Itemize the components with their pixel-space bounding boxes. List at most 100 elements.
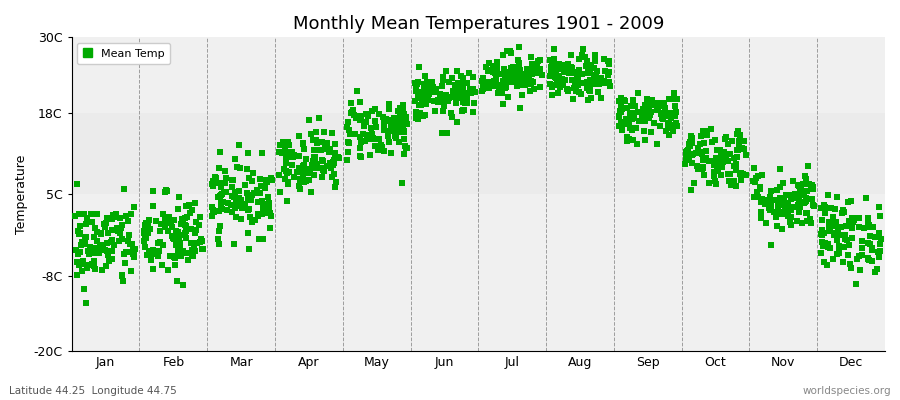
Point	[704, 126, 718, 132]
Point	[690, 166, 705, 172]
Point	[561, 88, 575, 94]
Point	[657, 100, 671, 107]
Point	[790, 202, 805, 208]
Point	[547, 61, 562, 67]
Point	[521, 80, 535, 87]
Point	[318, 145, 332, 152]
Point	[497, 66, 511, 72]
Point	[716, 159, 730, 165]
Point	[792, 185, 806, 191]
Point	[354, 154, 368, 160]
Point	[489, 76, 503, 82]
Point	[397, 111, 411, 118]
Point	[637, 106, 652, 112]
Point	[372, 136, 386, 142]
Point	[738, 172, 752, 178]
Point	[299, 178, 313, 184]
Point	[346, 110, 360, 116]
Point	[548, 66, 562, 73]
Point	[409, 82, 423, 89]
Point	[448, 88, 463, 94]
Point	[656, 111, 670, 117]
Point	[624, 103, 638, 109]
Point	[491, 90, 506, 96]
Point	[168, 255, 183, 261]
Point	[72, 262, 86, 269]
Point	[561, 61, 575, 68]
Point	[90, 229, 104, 236]
Point	[446, 89, 461, 95]
Point	[411, 64, 426, 70]
Point	[475, 88, 490, 94]
Point	[292, 176, 307, 183]
Point	[803, 216, 817, 222]
Point	[409, 109, 423, 116]
Point	[212, 180, 226, 186]
Point	[368, 118, 382, 124]
Point	[568, 87, 582, 94]
Point	[817, 258, 832, 265]
Point	[326, 162, 340, 168]
Point	[428, 88, 443, 95]
Point	[486, 69, 500, 75]
Point	[789, 218, 804, 224]
Point	[233, 197, 248, 203]
Point	[503, 48, 517, 54]
Point	[589, 80, 603, 86]
Point	[590, 77, 604, 84]
Point	[590, 68, 604, 75]
Point	[410, 81, 424, 88]
Point	[789, 195, 804, 202]
Point	[79, 221, 94, 227]
Point	[691, 145, 706, 151]
Point	[400, 145, 414, 151]
Point	[447, 90, 462, 96]
Point	[296, 140, 310, 146]
Point	[229, 200, 243, 206]
Point	[245, 219, 259, 225]
Point	[422, 91, 436, 98]
Point	[100, 240, 114, 246]
Point	[554, 66, 569, 72]
Point	[310, 165, 324, 172]
Point	[842, 223, 856, 230]
Point	[436, 76, 451, 83]
Point	[562, 70, 576, 76]
Point	[636, 106, 651, 113]
Point	[796, 200, 811, 206]
Point	[326, 159, 340, 165]
Point	[369, 124, 383, 130]
Point	[849, 281, 863, 287]
Point	[823, 228, 837, 234]
Point	[426, 84, 440, 90]
Point	[475, 78, 490, 84]
Point	[547, 74, 562, 80]
Point	[477, 85, 491, 92]
Point	[206, 178, 220, 184]
Point	[400, 114, 414, 120]
Point	[454, 108, 469, 114]
Point	[185, 253, 200, 259]
Point	[83, 244, 97, 251]
Point	[119, 249, 133, 256]
Point	[597, 80, 611, 86]
Point	[174, 253, 188, 259]
Point	[719, 134, 733, 140]
Point	[826, 214, 841, 220]
Point	[428, 108, 442, 114]
Point	[614, 109, 628, 115]
Point	[80, 215, 94, 222]
Point	[544, 84, 559, 90]
Point	[555, 82, 570, 89]
Point	[714, 156, 728, 162]
Point	[660, 128, 674, 134]
Point	[356, 123, 371, 130]
Point	[211, 194, 225, 200]
Point	[171, 248, 185, 254]
Point	[481, 67, 495, 74]
Point	[797, 180, 812, 187]
Point	[383, 122, 398, 129]
Point	[455, 107, 470, 113]
Point	[293, 178, 308, 184]
Point	[411, 91, 426, 97]
